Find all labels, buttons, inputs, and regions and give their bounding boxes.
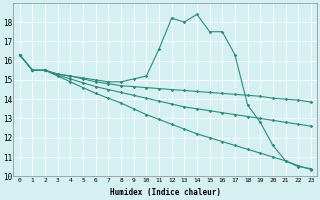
X-axis label: Humidex (Indice chaleur): Humidex (Indice chaleur) bbox=[110, 188, 221, 197]
